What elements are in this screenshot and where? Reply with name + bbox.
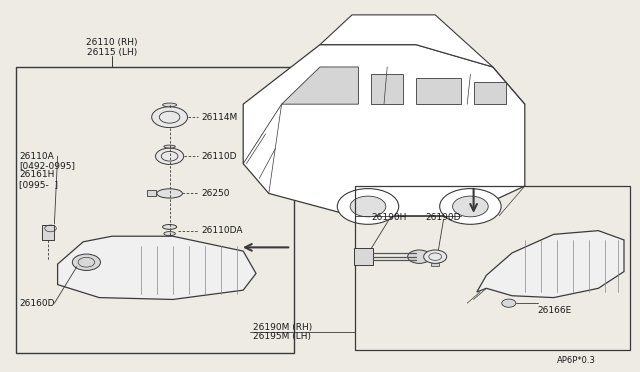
Circle shape — [502, 299, 516, 307]
Polygon shape — [320, 15, 493, 67]
Polygon shape — [477, 231, 624, 298]
Circle shape — [152, 107, 188, 128]
Text: 26114M: 26114M — [202, 113, 238, 122]
Text: 26190M (RH): 26190M (RH) — [253, 323, 312, 332]
Bar — [16, 67, 294, 353]
Polygon shape — [474, 82, 506, 104]
Ellipse shape — [164, 145, 175, 148]
Circle shape — [337, 189, 399, 224]
Bar — [355, 186, 630, 350]
Text: 26110DA: 26110DA — [202, 226, 243, 235]
Text: 26115 (LH): 26115 (LH) — [87, 48, 137, 57]
Text: 26160D: 26160D — [19, 299, 54, 308]
Text: 26166E: 26166E — [538, 306, 572, 315]
Bar — [431, 263, 439, 266]
Ellipse shape — [157, 189, 182, 198]
Text: 26250: 26250 — [202, 189, 230, 198]
Polygon shape — [416, 78, 461, 104]
Ellipse shape — [164, 231, 175, 236]
Text: 26190H: 26190H — [371, 213, 406, 222]
Circle shape — [452, 196, 488, 217]
Ellipse shape — [163, 103, 177, 107]
Text: 26110 (RH): 26110 (RH) — [86, 38, 138, 47]
Circle shape — [440, 189, 501, 224]
Circle shape — [72, 254, 100, 270]
Circle shape — [424, 250, 447, 263]
Text: 26110A: 26110A — [19, 152, 54, 161]
Polygon shape — [371, 74, 403, 104]
Circle shape — [408, 250, 431, 263]
Bar — [354, 248, 373, 265]
Circle shape — [350, 196, 386, 217]
Circle shape — [156, 148, 184, 164]
Text: 26110D: 26110D — [202, 152, 237, 161]
Bar — [42, 225, 54, 240]
Polygon shape — [243, 45, 525, 216]
Polygon shape — [282, 67, 358, 104]
Text: AP6P*0.3: AP6P*0.3 — [557, 356, 596, 365]
Polygon shape — [58, 236, 256, 299]
Text: 26190D: 26190D — [426, 213, 461, 222]
Text: 26195M (LH): 26195M (LH) — [253, 332, 311, 341]
Ellipse shape — [163, 224, 177, 229]
Text: [0492-0995]: [0492-0995] — [19, 161, 76, 170]
Bar — [147, 190, 156, 196]
Text: [0995-  ]: [0995- ] — [19, 180, 58, 189]
Text: 26161H: 26161H — [19, 170, 54, 179]
